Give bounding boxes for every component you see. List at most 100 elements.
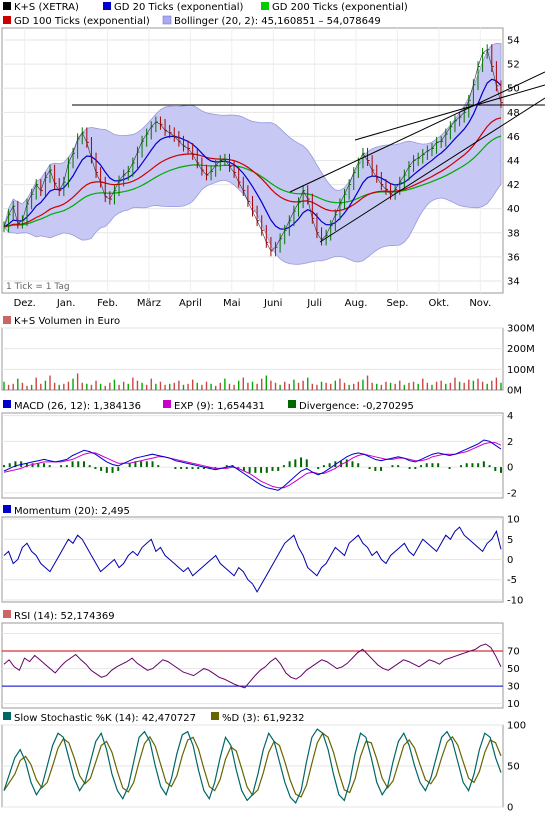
gd20-line [3, 78, 502, 230]
legend-swatch-gd100 [3, 16, 11, 24]
month-label: Sep. [386, 298, 408, 309]
macd-series [3, 439, 502, 491]
rsi-grid [2, 633, 503, 705]
stochastic-y-ticks: 100 50 0 [507, 721, 526, 814]
trend-channel-upper [289, 71, 545, 193]
volume-title: K+S Volumen in Euro [14, 316, 120, 327]
momentum-tick-label: -10 [507, 595, 523, 606]
price-tick-label: 44 [507, 156, 520, 167]
momentum-tick-label: -5 [507, 575, 517, 586]
trendlines [72, 71, 545, 243]
bollinger-band [3, 42, 502, 265]
legend-swatch-divergence [288, 400, 296, 408]
month-label: Dez. [14, 298, 36, 309]
legend-price-label: K+S (XETRA) [14, 2, 79, 13]
legend-swatch-kursverlauf [3, 2, 11, 10]
momentum-y-ticks: 10 5 0 -5 -10 [507, 515, 523, 607]
rsi-series [2, 643, 503, 689]
price-x-labels: Dez. Jan. Feb. März April Mai Juni Juli Aug. Sep.… [14, 298, 492, 309]
macd-y-ticks: 4 2 0 -2 [507, 411, 517, 499]
stoch-k-legend-label: Slow Stochastic %K (14): 42,470727 [14, 713, 196, 724]
stochastic-tick-label: 50 [507, 762, 520, 773]
legend-swatch-momentum [3, 505, 11, 513]
price-legend: K+S (XETRA) GD 20 Ticks (exponential) GD… [3, 2, 408, 27]
month-label: Nov. [469, 298, 491, 309]
momentum-tick-label: 5 [507, 535, 513, 546]
macd-tick-label: -2 [507, 488, 517, 499]
tick-note: 1 Tick = 1 Tag [6, 282, 70, 292]
legend-swatch-rsi [3, 610, 11, 618]
rsi-line [3, 643, 502, 689]
macd-divergence-bars [3, 457, 502, 473]
volume-bars [3, 373, 502, 390]
legend-swatch-stoch-d [211, 712, 219, 720]
month-label: Juli [306, 298, 322, 309]
macd-tick-label: 4 [507, 411, 513, 422]
legend-swatch-bollinger [162, 15, 172, 25]
macd-legend-label: MACD (26, 12): 1,384136 [14, 401, 141, 412]
rsi-title: RSI (14): 52,174369 [14, 611, 115, 622]
stochastic-tick-label: 0 [507, 803, 513, 814]
legend-swatch-macd [3, 400, 11, 408]
price-tick-label: 52 [507, 60, 520, 71]
price-tick-label: 36 [507, 252, 520, 263]
macd-grid [2, 415, 503, 494]
bollinger-band-area [3, 42, 502, 265]
price-tick-label: 50 [507, 84, 520, 95]
rsi-y-ticks: 70 50 30 10 [507, 647, 520, 711]
momentum-series [3, 526, 502, 593]
price-tick-label: 38 [507, 228, 520, 239]
momentum-grid [2, 518, 503, 601]
legend-swatch-exp [163, 400, 171, 408]
momentum-panel: Momentum (20): 2,495 10 5 0 -5 -10 [1, 505, 523, 607]
legend-gd20-label: GD 20 Ticks (exponential) [114, 2, 243, 13]
month-label: März [137, 298, 161, 309]
exp-legend-label: EXP (9): 1,654431 [174, 401, 265, 412]
stochastic-tick-label: 100 [507, 721, 526, 732]
momentum-tick-label: 10 [507, 515, 520, 526]
price-tick-label: 34 [507, 276, 520, 287]
rsi-tick-label: 50 [507, 664, 520, 675]
rsi-panel: RSI (14): 52,174369 70 50 30 10 [1, 610, 520, 711]
rsi-tick-label: 30 [507, 682, 520, 693]
volume-tick-label: 200M [507, 344, 535, 355]
legend-swatch-volume [3, 316, 11, 324]
legend-gd200-label: GD 200 Ticks (exponential) [272, 2, 408, 13]
legend-swatch-gd20 [103, 2, 111, 10]
price-panel: K+S (XETRA) GD 20 Ticks (exponential) GD… [1, 2, 545, 309]
price-tick-label: 40 [507, 204, 520, 215]
stochastic-grid [2, 724, 503, 808]
divergence-legend-label: Divergence: -0,270295 [299, 401, 414, 412]
volume-y-ticks: 300M 200M 100M 0M [507, 324, 535, 397]
trend-channel-lower [319, 97, 545, 243]
momentum-title: Momentum (20): 2,495 [14, 506, 130, 517]
price-tick-label: 42 [507, 180, 520, 191]
month-label: Okt. [428, 298, 449, 309]
legend-bollinger-label: Bollinger (20, 2): 45,160851 – 54,078649 [174, 16, 381, 27]
volume-panel: K+S Volumen in Euro 300M 200M 100M 0M [1, 316, 535, 397]
month-label: Feb. [97, 298, 118, 309]
volume-grid [2, 327, 503, 370]
volume-tick-label: 100M [507, 365, 535, 376]
price-tick-label: 46 [507, 132, 520, 143]
macd-frame [1, 412, 504, 499]
month-label: Juni [263, 298, 282, 309]
gd100-line [3, 117, 502, 228]
rsi-tick-label: 70 [507, 647, 520, 658]
price-tick-label: 48 [507, 108, 520, 119]
month-label: Aug. [345, 298, 368, 309]
macd-tick-label: 0 [507, 463, 513, 474]
rsi-frame [1, 622, 504, 709]
legend-gd100-label: GD 100 Ticks (exponential) [14, 16, 150, 27]
rsi-tick-label: 10 [507, 699, 520, 710]
legend-swatch-gd200 [261, 2, 269, 10]
price-tick-label: 54 [507, 36, 520, 47]
month-label: Jan. [56, 298, 76, 309]
trend-line-mid [354, 84, 545, 141]
momentum-tick-label: 0 [507, 555, 513, 566]
volume-tick-label: 0M [507, 386, 522, 397]
month-label: April [179, 298, 202, 309]
momentum-line [3, 526, 502, 593]
price-y-ticks: 54 52 50 48 46 44 42 40 38 36 34 [507, 36, 520, 288]
